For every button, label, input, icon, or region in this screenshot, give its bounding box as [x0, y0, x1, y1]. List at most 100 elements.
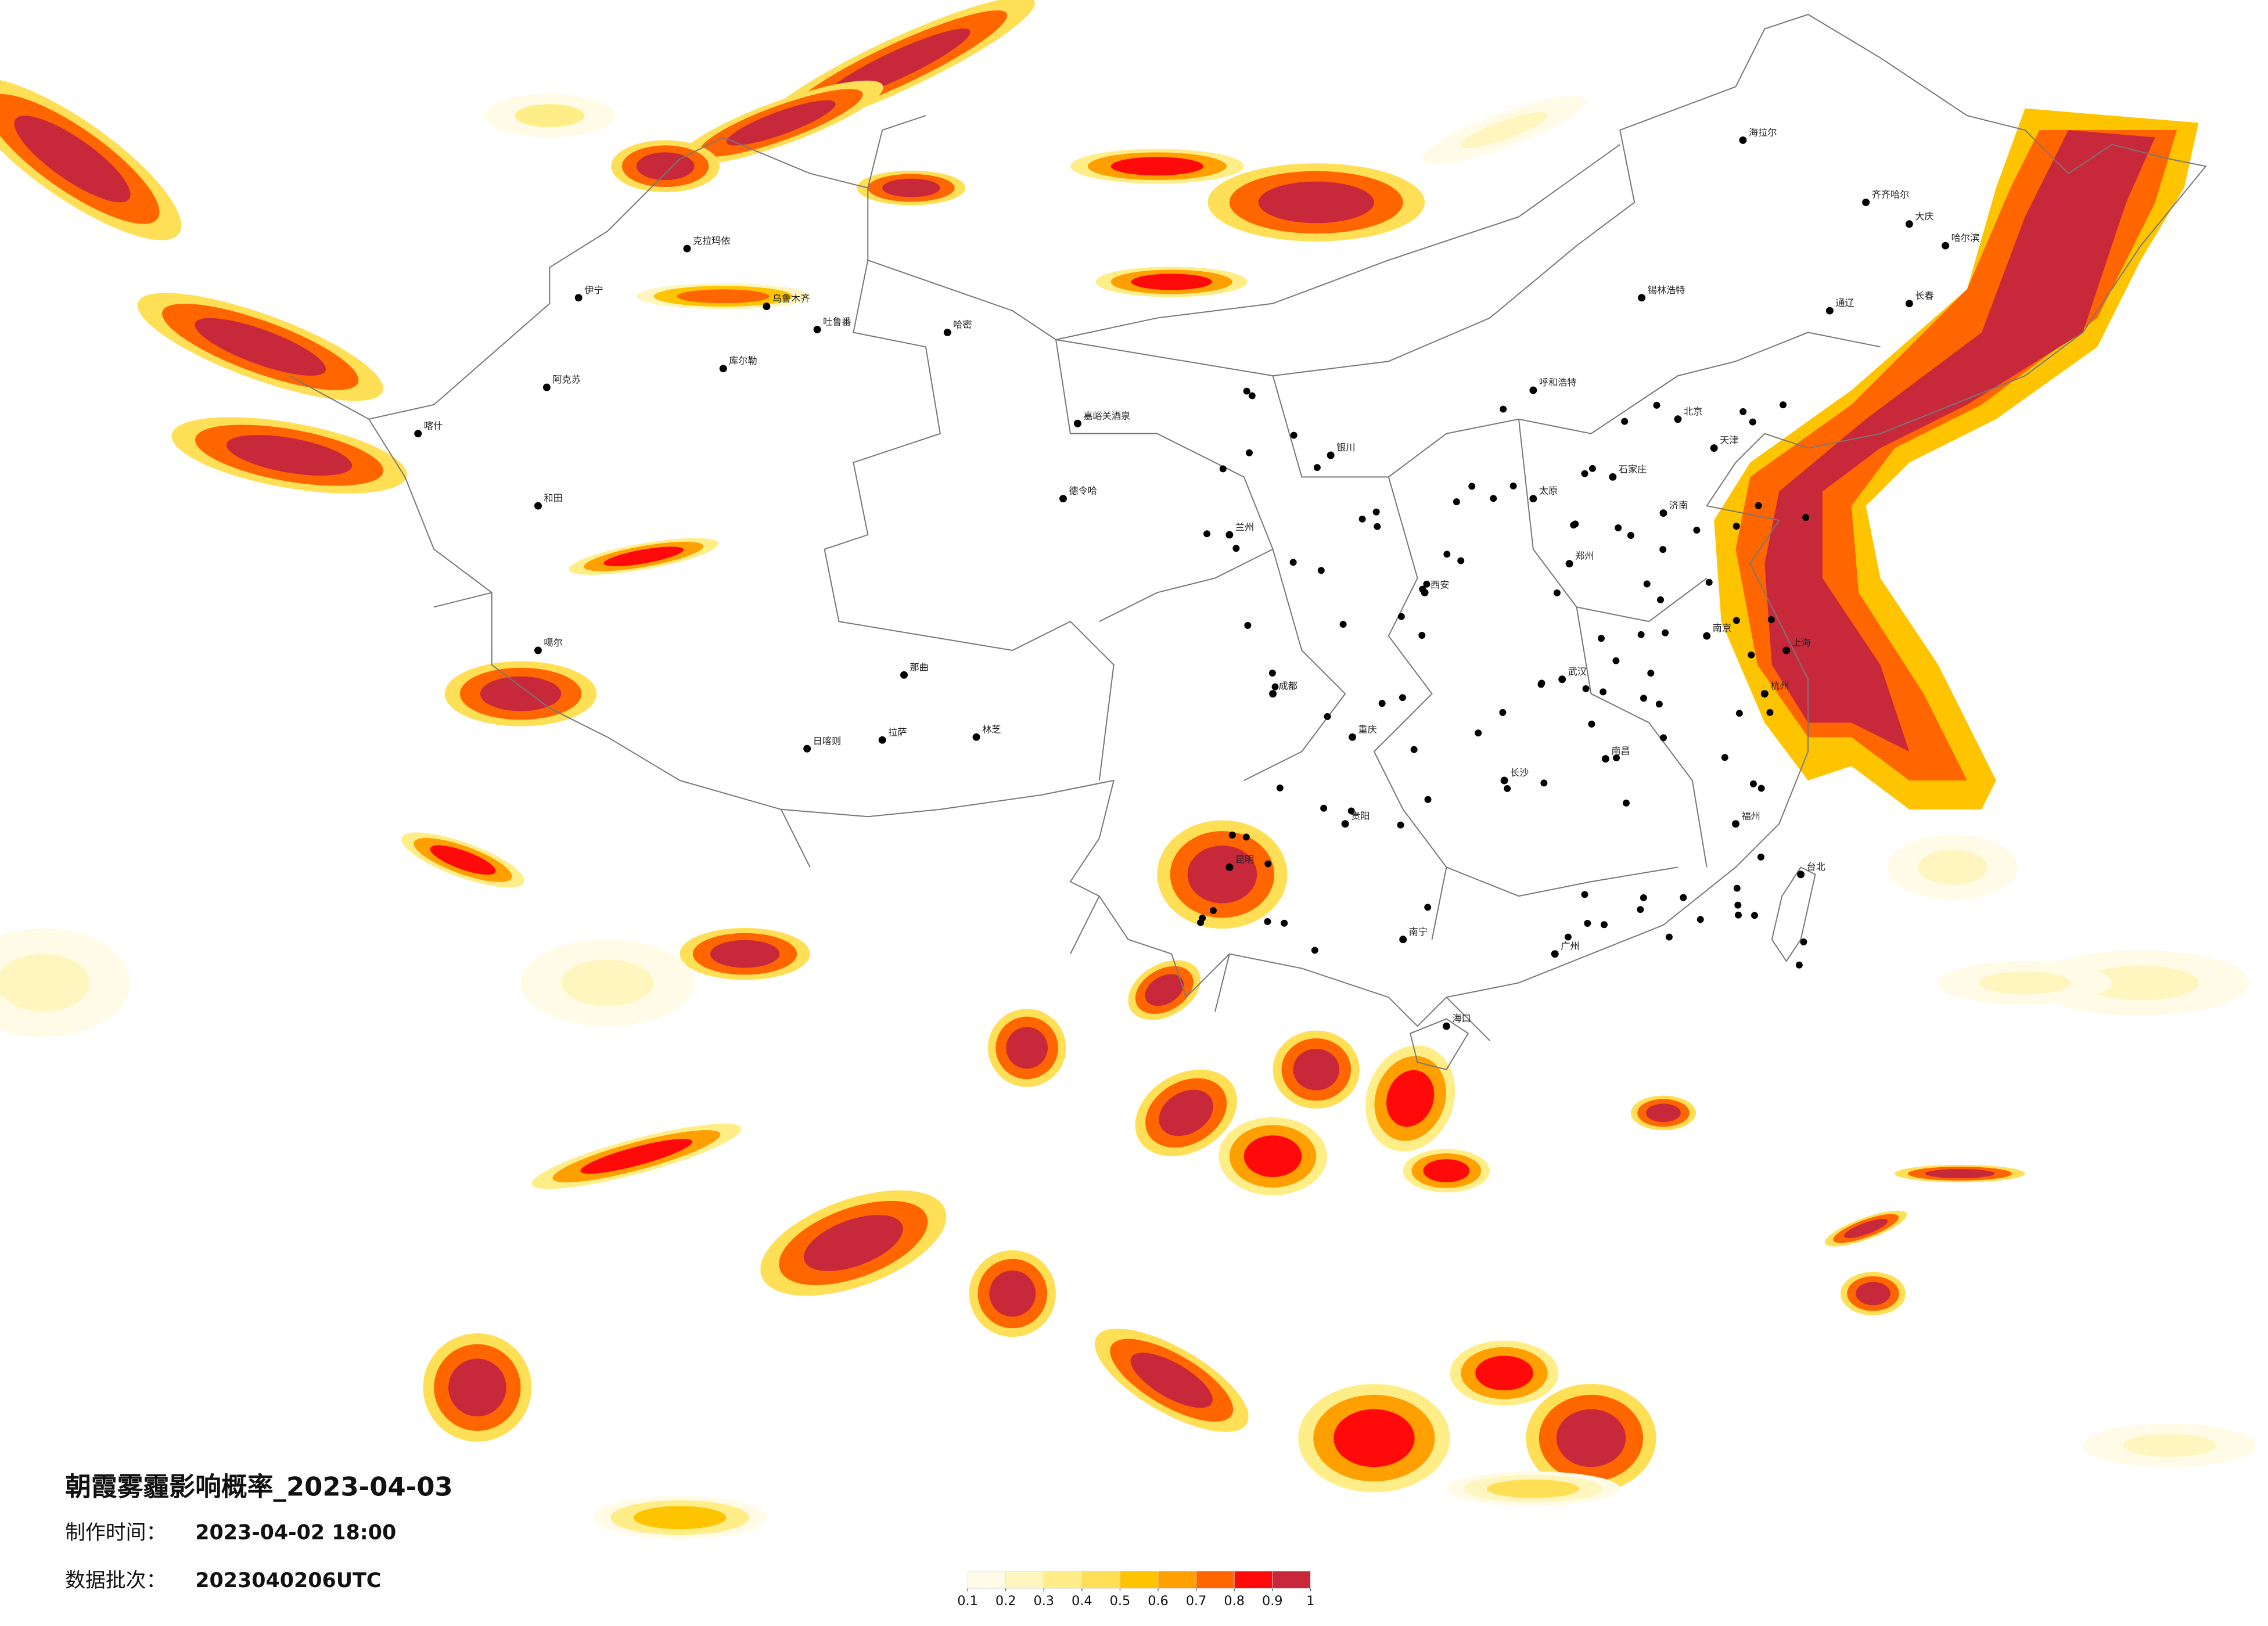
city-label: 重庆: [1358, 724, 1377, 735]
station-dot: [1313, 464, 1321, 472]
city-label: 长春: [1915, 290, 1933, 301]
city-dot: [1551, 950, 1559, 958]
city-label: 哈尔滨: [1951, 232, 1980, 243]
city-label: 南京: [1713, 623, 1731, 634]
station-dot: [1693, 526, 1701, 534]
legend-swatch: [1196, 1571, 1235, 1589]
station-dot: [1600, 688, 1607, 696]
station-dot: [1203, 530, 1211, 538]
station-dot: [1643, 580, 1651, 588]
city-label: 呼和浩特: [1539, 377, 1577, 388]
field-patch: [2083, 965, 2199, 1001]
field-patch: [677, 289, 770, 304]
city-dot: [803, 744, 811, 753]
station-dot: [1232, 545, 1240, 552]
station-dot: [1500, 405, 1507, 413]
legend-tick-label: 0.7: [1186, 1593, 1207, 1609]
city-dot: [534, 502, 542, 510]
station-dot: [1613, 754, 1620, 762]
station-dot: [1311, 947, 1318, 954]
station-dot: [1582, 685, 1590, 692]
field-patch: [804, 1215, 903, 1271]
field-patch: [1978, 971, 2072, 995]
legend: 0.1 0.2 0.3 0.4 0.5 0.6 0.7 0.8 0.9 1: [957, 1571, 1314, 1609]
city-dot: [900, 671, 908, 679]
city-label: 海口: [1452, 1013, 1471, 1024]
probability-field: [0, 0, 2257, 1539]
city-dot: [1341, 820, 1349, 828]
station-dot: [1499, 708, 1507, 716]
city-dot: [1710, 444, 1718, 452]
station-dot: [1490, 495, 1497, 502]
city-dot: [1609, 473, 1617, 481]
field-patch: [0, 954, 90, 1012]
city-label: 拉萨: [888, 726, 907, 738]
field-patch: [480, 676, 562, 711]
legend-swatch: [1005, 1571, 1044, 1589]
station-dot: [1696, 916, 1704, 923]
city-label: 南昌: [1611, 746, 1630, 757]
station-dot: [1399, 694, 1406, 702]
province-border: [824, 260, 1881, 940]
field-patch: [1110, 157, 1204, 176]
station-dot: [1419, 585, 1426, 593]
station-dot: [1581, 891, 1588, 898]
city-label: 哈密: [953, 319, 972, 330]
city-label: 阿克苏: [552, 374, 581, 385]
legend-swatch: [1120, 1571, 1159, 1589]
city-dot: [1703, 632, 1711, 640]
field-patch: [1386, 1070, 1435, 1127]
station-dot: [1733, 523, 1740, 530]
field-patch: [989, 1270, 1036, 1317]
field-patch: [1475, 1355, 1533, 1391]
city-label: 吐鲁番: [823, 316, 851, 328]
city-dot: [1327, 451, 1335, 459]
field-patch: [227, 434, 353, 476]
station-dot: [1540, 779, 1548, 787]
city-label: 那曲: [910, 661, 928, 672]
station-dot: [1457, 557, 1465, 564]
station-dot: [1581, 470, 1588, 477]
station-dot: [1795, 961, 1803, 969]
field-patch: [882, 178, 940, 197]
station-dot: [1504, 785, 1511, 792]
city-dot: [1739, 136, 1747, 144]
legend-tick-label: 0.1: [957, 1593, 978, 1609]
station-dot: [1588, 720, 1595, 728]
field-patch: [710, 940, 780, 968]
station-dot: [1640, 894, 1647, 901]
station-dot: [1601, 921, 1608, 929]
station-dot: [1475, 729, 1482, 737]
field-patch: [448, 1358, 506, 1417]
field-patch: [561, 959, 654, 1006]
station-dot: [1621, 418, 1629, 425]
city-label: 南宁: [1409, 926, 1428, 937]
station-dot: [1468, 483, 1476, 490]
legend-tick-label: 0.2: [995, 1593, 1016, 1609]
field-patch: [603, 546, 684, 567]
station-dot: [1572, 520, 1579, 528]
city-label: 噶尔: [544, 637, 562, 648]
field-patch: [1423, 1159, 1470, 1182]
city-label: 海拉尔: [1749, 127, 1777, 138]
city-label: 库尔勒: [729, 355, 757, 366]
station-dot: [1271, 683, 1279, 690]
city-dot: [414, 430, 422, 438]
field-patch: [1187, 846, 1257, 904]
field-patch: [1130, 1352, 1213, 1408]
field-patch: [1334, 1409, 1415, 1467]
station-dot: [1219, 465, 1227, 473]
station-dot: [1655, 700, 1663, 708]
station-dot: [1320, 804, 1328, 812]
station-dot: [1766, 708, 1774, 716]
field-patch: [195, 318, 326, 376]
city-dot: [1225, 531, 1234, 539]
city-dot: [1905, 220, 1913, 228]
city-label: 成都: [1279, 681, 1297, 692]
station-dot: [1751, 912, 1758, 919]
field-patch: [1293, 1048, 1340, 1091]
station-dot: [1424, 904, 1432, 911]
station-dot: [1317, 567, 1325, 574]
